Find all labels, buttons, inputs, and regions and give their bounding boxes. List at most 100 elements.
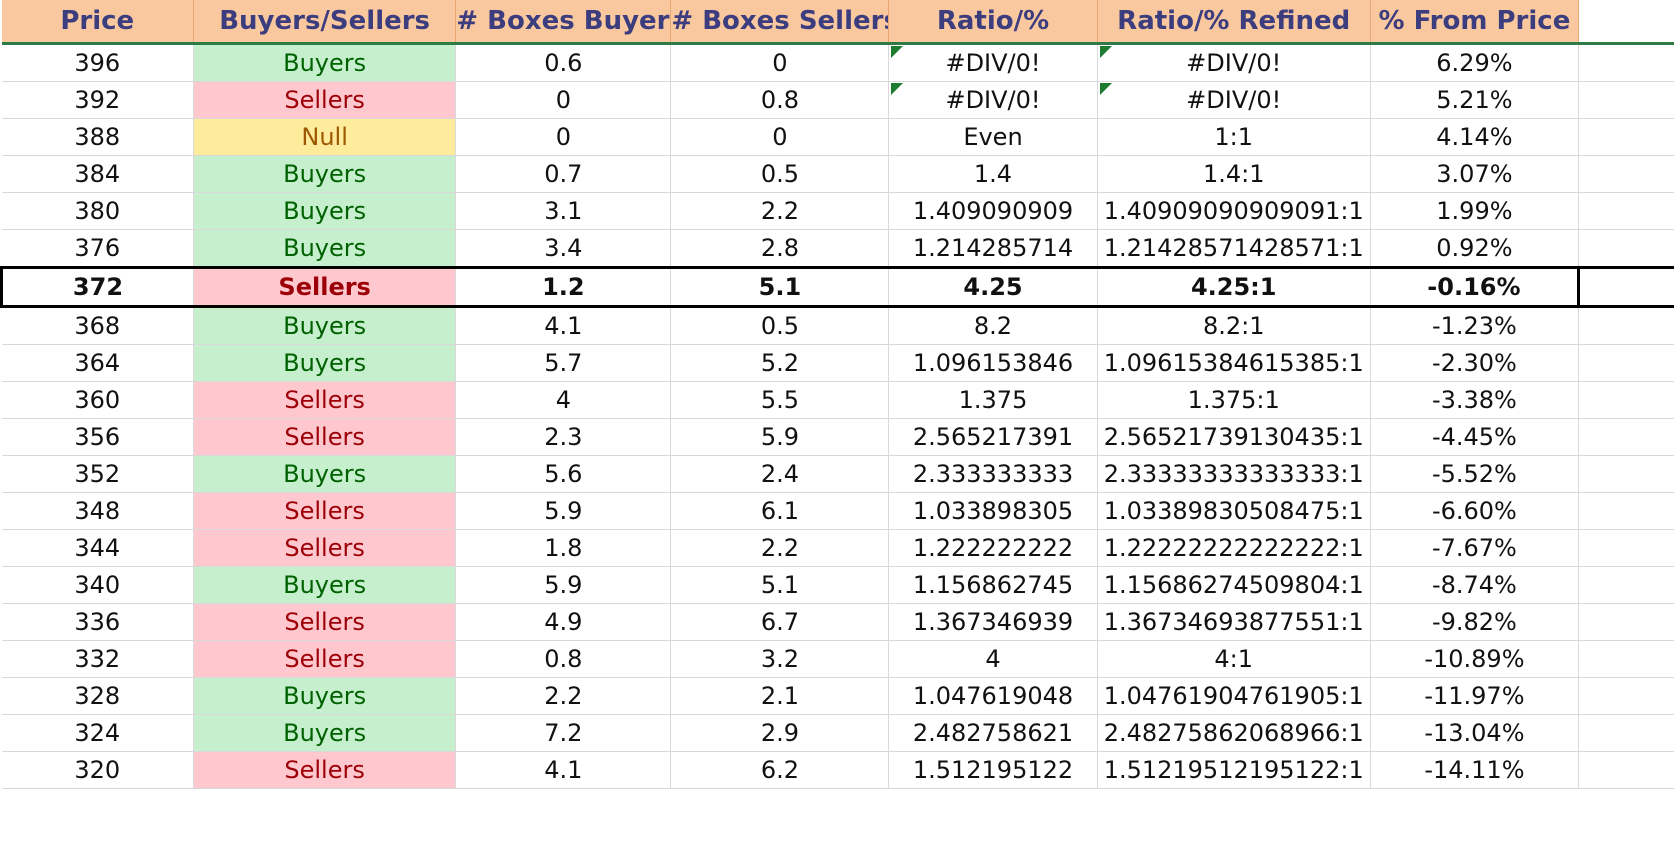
boxes-sellers-cell[interactable]: 2.8 bbox=[670, 229, 890, 268]
from-price-cell[interactable]: -6.60% bbox=[1370, 492, 1579, 530]
boxes-sellers-cell[interactable]: 0.8 bbox=[670, 81, 890, 119]
ratio-cell[interactable]: 1.4 bbox=[888, 155, 1098, 193]
empty-cell[interactable] bbox=[1578, 81, 1674, 119]
boxes-sellers-cell[interactable]: 2.9 bbox=[670, 714, 890, 752]
ratio-refined-cell[interactable]: 2.48275862068966:1 bbox=[1097, 714, 1371, 752]
ratio-cell[interactable]: 2.482758621 bbox=[888, 714, 1098, 752]
ratio-cell[interactable]: Even bbox=[888, 118, 1098, 156]
from-price-cell[interactable]: -3.38% bbox=[1370, 381, 1579, 419]
ratio-cell[interactable]: 1.409090909 bbox=[888, 192, 1098, 230]
boxes-buyers-cell[interactable]: 0 bbox=[455, 81, 672, 119]
header-empty-cell[interactable] bbox=[1578, 0, 1674, 45]
ratio-cell[interactable]: 4 bbox=[888, 640, 1098, 678]
from-price-cell[interactable]: -2.30% bbox=[1370, 344, 1579, 382]
from-price-cell[interactable]: -11.97% bbox=[1370, 677, 1579, 715]
side-cell[interactable]: Buyers bbox=[193, 43, 457, 82]
ratio-cell[interactable]: 1.047619048 bbox=[888, 677, 1098, 715]
from-price-cell[interactable]: 3.07% bbox=[1370, 155, 1579, 193]
ratio-refined-cell[interactable]: 1.40909090909091:1 bbox=[1097, 192, 1371, 230]
ratio-cell[interactable]: 1.096153846 bbox=[888, 344, 1098, 382]
ratio-refined-cell[interactable]: 1.375:1 bbox=[1097, 381, 1371, 419]
empty-cell[interactable] bbox=[1578, 603, 1674, 641]
boxes-sellers-cell[interactable]: 6.2 bbox=[670, 751, 890, 789]
boxes-sellers-cell[interactable]: 5.2 bbox=[670, 344, 890, 382]
price-cell[interactable]: 368 bbox=[1, 306, 194, 345]
ratio-cell[interactable]: 1.156862745 bbox=[888, 566, 1098, 604]
boxes-buyers-cell[interactable]: 4.1 bbox=[455, 306, 672, 345]
ratio-refined-cell[interactable]: 2.33333333333333:1 bbox=[1097, 455, 1371, 493]
side-cell[interactable]: Sellers bbox=[193, 640, 457, 678]
ratio-refined-cell[interactable]: 1.51219512195122:1 bbox=[1097, 751, 1371, 789]
ratio-cell[interactable]: 4.25 bbox=[888, 266, 1098, 308]
price-cell[interactable]: 336 bbox=[1, 603, 194, 641]
from-price-cell[interactable]: -8.74% bbox=[1370, 566, 1579, 604]
boxes-sellers-cell[interactable]: 6.7 bbox=[670, 603, 890, 641]
boxes-sellers-cell[interactable]: 6.1 bbox=[670, 492, 890, 530]
price-cell[interactable]: 388 bbox=[1, 118, 194, 156]
boxes-buyers-cell[interactable]: 2.2 bbox=[455, 677, 672, 715]
boxes-sellers-cell[interactable]: 3.2 bbox=[670, 640, 890, 678]
ratio-refined-cell[interactable]: 4.25:1 bbox=[1097, 266, 1371, 308]
price-cell[interactable]: 348 bbox=[1, 492, 194, 530]
empty-cell[interactable] bbox=[1578, 677, 1674, 715]
boxes-buyers-cell[interactable]: 5.9 bbox=[455, 492, 672, 530]
boxes-sellers-cell[interactable]: 5.1 bbox=[670, 566, 890, 604]
error-indicator-icon[interactable] bbox=[1099, 83, 1112, 95]
boxes-buyers-cell[interactable]: 5.6 bbox=[455, 455, 672, 493]
price-cell[interactable]: 324 bbox=[1, 714, 194, 752]
header-from-price[interactable]: % From Price bbox=[1370, 0, 1579, 45]
empty-cell[interactable] bbox=[1578, 43, 1674, 82]
price-cell[interactable]: 380 bbox=[1, 192, 194, 230]
boxes-sellers-cell[interactable]: 0.5 bbox=[670, 306, 890, 345]
empty-cell[interactable] bbox=[1578, 492, 1674, 530]
empty-cell[interactable] bbox=[1578, 155, 1674, 193]
error-indicator-icon[interactable] bbox=[891, 46, 904, 58]
price-cell[interactable]: 372 bbox=[0, 266, 194, 308]
price-cell[interactable]: 396 bbox=[1, 43, 194, 82]
from-price-cell[interactable]: -10.89% bbox=[1370, 640, 1579, 678]
empty-cell[interactable] bbox=[1578, 381, 1674, 419]
from-price-cell[interactable]: 0.92% bbox=[1370, 229, 1579, 268]
ratio-refined-cell[interactable]: 1.22222222222222:1 bbox=[1097, 529, 1371, 567]
empty-cell[interactable] bbox=[1578, 455, 1674, 493]
price-cell[interactable]: 344 bbox=[1, 529, 194, 567]
from-price-cell[interactable]: -14.11% bbox=[1370, 751, 1579, 789]
empty-cell[interactable] bbox=[1578, 640, 1674, 678]
from-price-cell[interactable]: -13.04% bbox=[1370, 714, 1579, 752]
ratio-cell[interactable]: 1.367346939 bbox=[888, 603, 1098, 641]
ratio-cell[interactable]: 2.333333333 bbox=[888, 455, 1098, 493]
price-cell[interactable]: 328 bbox=[1, 677, 194, 715]
ratio-refined-cell[interactable]: 1.03389830508475:1 bbox=[1097, 492, 1371, 530]
ratio-refined-cell[interactable]: #DIV/0! bbox=[1097, 43, 1371, 82]
side-cell[interactable]: Null bbox=[193, 118, 457, 156]
side-cell[interactable]: Sellers bbox=[193, 81, 457, 119]
boxes-sellers-cell[interactable]: 2.1 bbox=[670, 677, 890, 715]
side-cell[interactable]: Buyers bbox=[193, 344, 457, 382]
side-cell[interactable]: Sellers bbox=[193, 751, 457, 789]
price-cell[interactable]: 392 bbox=[1, 81, 194, 119]
from-price-cell[interactable]: -1.23% bbox=[1370, 306, 1579, 345]
boxes-sellers-cell[interactable]: 0 bbox=[670, 118, 890, 156]
header-boxes-sellers[interactable]: # Boxes Sellers bbox=[670, 0, 890, 45]
ratio-cell[interactable]: #DIV/0! bbox=[888, 81, 1098, 119]
boxes-buyers-cell[interactable]: 5.7 bbox=[455, 344, 672, 382]
boxes-sellers-cell[interactable]: 5.5 bbox=[670, 381, 890, 419]
ratio-refined-cell[interactable]: 1.36734693877551:1 bbox=[1097, 603, 1371, 641]
side-cell[interactable]: Buyers bbox=[193, 566, 457, 604]
ratio-refined-cell[interactable]: 1.4:1 bbox=[1097, 155, 1371, 193]
boxes-buyers-cell[interactable]: 4.1 bbox=[455, 751, 672, 789]
boxes-buyers-cell[interactable]: 2.3 bbox=[455, 418, 672, 456]
ratio-refined-cell[interactable]: 1:1 bbox=[1097, 118, 1371, 156]
ratio-refined-cell[interactable]: 1.04761904761905:1 bbox=[1097, 677, 1371, 715]
price-cell[interactable]: 352 bbox=[1, 455, 194, 493]
empty-cell[interactable] bbox=[1578, 566, 1674, 604]
boxes-buyers-cell[interactable]: 0.7 bbox=[455, 155, 672, 193]
empty-cell[interactable] bbox=[1578, 529, 1674, 567]
side-cell[interactable]: Buyers bbox=[193, 677, 457, 715]
side-cell[interactable]: Sellers bbox=[193, 603, 457, 641]
header-ratio[interactable]: Ratio/% bbox=[888, 0, 1098, 45]
ratio-cell[interactable]: 2.565217391 bbox=[888, 418, 1098, 456]
header-ratio-refined[interactable]: Ratio/% Refined bbox=[1097, 0, 1371, 45]
price-cell[interactable]: 364 bbox=[1, 344, 194, 382]
boxes-buyers-cell[interactable]: 1.2 bbox=[455, 266, 672, 308]
